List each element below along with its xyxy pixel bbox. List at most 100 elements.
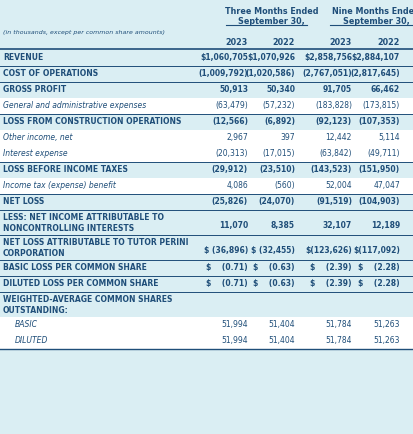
Text: 51,784: 51,784: [325, 319, 351, 328]
Text: (1,020,586): (1,020,586): [245, 69, 294, 78]
Text: $    (2.28): $ (2.28): [358, 278, 399, 287]
Text: 91,705: 91,705: [322, 85, 351, 94]
Text: $2,884,107: $2,884,107: [351, 53, 399, 62]
Text: WEIGHTED-AVERAGE COMMON SHARES
OUTSTANDING:: WEIGHTED-AVERAGE COMMON SHARES OUTSTANDI…: [3, 294, 172, 315]
Text: 47,047: 47,047: [373, 181, 399, 190]
Text: 51,994: 51,994: [221, 335, 247, 344]
Text: 32,107: 32,107: [322, 220, 351, 230]
Text: Three Months Ended: Three Months Ended: [224, 7, 318, 16]
Text: $ (32,455): $ (32,455): [251, 246, 294, 254]
Text: 4,086: 4,086: [225, 181, 247, 190]
Text: $    (2.28): $ (2.28): [358, 263, 399, 271]
Text: 50,340: 50,340: [266, 85, 294, 94]
Text: (6,892): (6,892): [263, 117, 294, 126]
Text: $1,070,926: $1,070,926: [247, 53, 294, 62]
Text: DILUTED: DILUTED: [15, 335, 48, 344]
Text: 2023: 2023: [329, 38, 351, 47]
Text: $ (36,896): $ (36,896): [203, 246, 247, 254]
Text: (151,950): (151,950): [358, 164, 399, 174]
Bar: [0, 293, 413, 317]
Text: (57,232): (57,232): [262, 101, 294, 110]
Text: (in thousands, except per common share amounts): (in thousands, except per common share a…: [3, 30, 165, 35]
Text: COST OF OPERATIONS: COST OF OPERATIONS: [3, 69, 98, 78]
Text: Income tax (expense) benefit: Income tax (expense) benefit: [3, 181, 116, 190]
Text: NET LOSS ATTRIBUTABLE TO TUTOR PERINI
CORPORATION: NET LOSS ATTRIBUTABLE TO TUTOR PERINI CO…: [3, 237, 188, 258]
Bar: [0, 333, 413, 349]
Text: $    (2.39): $ (2.39): [310, 263, 351, 271]
Text: (2,767,051): (2,767,051): [301, 69, 351, 78]
Bar: [0, 210, 413, 236]
Text: LOSS FROM CONSTRUCTION OPERATIONS: LOSS FROM CONSTRUCTION OPERATIONS: [3, 117, 181, 126]
Text: (63,842): (63,842): [319, 149, 351, 158]
Bar: [0, 51, 413, 67]
Text: 51,263: 51,263: [373, 319, 399, 328]
Text: NET LOSS: NET LOSS: [3, 197, 44, 206]
Text: (2,817,645): (2,817,645): [349, 69, 399, 78]
Text: $    (0.63): $ (0.63): [253, 263, 294, 271]
Text: (92,123): (92,123): [315, 117, 351, 126]
Text: 8,385: 8,385: [271, 220, 294, 230]
Text: LESS: NET INCOME ATTRIBUTABLE TO
NONCONTROLLING INTERESTS: LESS: NET INCOME ATTRIBUTABLE TO NONCONT…: [3, 213, 164, 233]
Text: 397: 397: [280, 133, 294, 141]
Bar: [0, 67, 413, 83]
Bar: [0, 178, 413, 194]
Text: 2022: 2022: [272, 38, 294, 47]
Bar: [0, 236, 413, 260]
Text: 66,462: 66,462: [370, 85, 399, 94]
Text: $    (2.39): $ (2.39): [310, 278, 351, 287]
Text: (107,353): (107,353): [358, 117, 399, 126]
Text: $2,858,756: $2,858,756: [303, 53, 351, 62]
Text: LOSS BEFORE INCOME TAXES: LOSS BEFORE INCOME TAXES: [3, 164, 128, 174]
Bar: [0, 260, 413, 276]
Text: (23,510): (23,510): [259, 164, 294, 174]
Text: (560): (560): [274, 181, 294, 190]
Text: 2022: 2022: [377, 38, 399, 47]
Text: BASIC: BASIC: [15, 319, 38, 328]
Text: (49,711): (49,711): [367, 149, 399, 158]
Text: (1,009,792): (1,009,792): [198, 69, 247, 78]
Text: 51,404: 51,404: [268, 319, 294, 328]
Text: (24,070): (24,070): [258, 197, 294, 206]
Text: General and administrative expenses: General and administrative expenses: [3, 101, 146, 110]
Text: $    (0.63): $ (0.63): [253, 278, 294, 287]
Bar: [0, 317, 413, 333]
Text: Nine Months Ended: Nine Months Ended: [331, 7, 413, 16]
Text: 2,967: 2,967: [225, 133, 247, 141]
Bar: [0, 83, 413, 99]
Text: (29,912): (29,912): [211, 164, 247, 174]
Bar: [0, 276, 413, 293]
Text: (17,015): (17,015): [262, 149, 294, 158]
Text: (173,815): (173,815): [362, 101, 399, 110]
Text: 5,114: 5,114: [377, 133, 399, 141]
Text: (183,828): (183,828): [314, 101, 351, 110]
Text: BASIC LOSS PER COMMON SHARE: BASIC LOSS PER COMMON SHARE: [3, 263, 147, 271]
Text: $(117,092): $(117,092): [352, 246, 399, 254]
Text: September 30,: September 30,: [237, 17, 304, 26]
Text: (143,523): (143,523): [310, 164, 351, 174]
Bar: [0, 194, 413, 210]
Text: $    (0.71): $ (0.71): [206, 278, 247, 287]
Text: 2023: 2023: [225, 38, 247, 47]
Text: $(123,626): $(123,626): [304, 246, 351, 254]
Text: $1,060,705: $1,060,705: [199, 53, 247, 62]
Bar: [0, 163, 413, 178]
Bar: [0, 115, 413, 131]
Text: 50,913: 50,913: [218, 85, 247, 94]
Text: (20,313): (20,313): [215, 149, 247, 158]
Text: Interest expense: Interest expense: [3, 149, 67, 158]
Bar: [0, 147, 413, 163]
Text: (63,479): (63,479): [215, 101, 247, 110]
Text: (12,566): (12,566): [211, 117, 247, 126]
Text: 12,189: 12,189: [370, 220, 399, 230]
Text: 51,994: 51,994: [221, 319, 247, 328]
Bar: [0, 99, 413, 115]
Text: REVENUE: REVENUE: [3, 53, 43, 62]
Text: (104,903): (104,903): [358, 197, 399, 206]
Text: September 30,: September 30,: [342, 17, 408, 26]
Text: 51,784: 51,784: [325, 335, 351, 344]
Text: DILUTED LOSS PER COMMON SHARE: DILUTED LOSS PER COMMON SHARE: [3, 278, 158, 287]
Text: Other income, net: Other income, net: [3, 133, 72, 141]
Text: 12,442: 12,442: [325, 133, 351, 141]
Text: 52,004: 52,004: [325, 181, 351, 190]
Text: 51,263: 51,263: [373, 335, 399, 344]
